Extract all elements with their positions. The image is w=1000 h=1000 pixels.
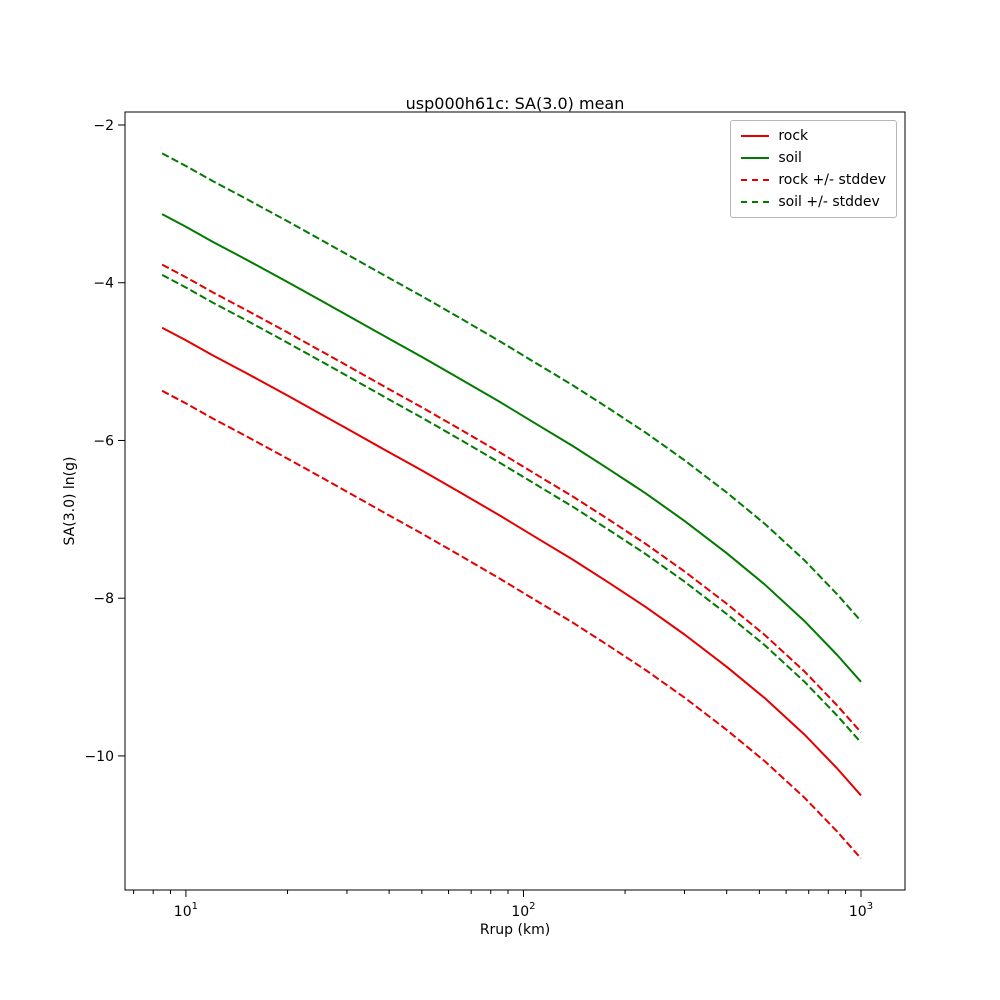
legend-line-sample-rock	[741, 135, 770, 137]
legend-line-sample-rock-stddev	[741, 179, 770, 181]
series-soil	[161, 213, 862, 683]
series-rock-stddev	[161, 263, 862, 733]
axis-ticks	[118, 124, 862, 897]
series-soil-stddev	[161, 152, 862, 622]
legend-line-sample-soil	[741, 157, 770, 159]
y-axis-label: SA(3.0) ln(g)	[62, 456, 78, 546]
legend-label: soil +/- stddev	[778, 194, 880, 210]
legend-label: rock +/- stddev	[778, 172, 886, 188]
chart-title: usp000h61c: SA(3.0) mean	[405, 94, 625, 113]
legend-item-soil: soil	[741, 150, 886, 166]
series-rock	[161, 326, 862, 797]
legend-item-rock-stddev: rock +/- stddev	[741, 172, 886, 188]
x-tick-label: 102	[511, 901, 535, 920]
y-tick-label: −8	[93, 591, 114, 607]
legend: rock soil rock +/- stddev soil +/- stdde…	[730, 120, 897, 218]
legend-line-sample-soil-stddev	[741, 201, 770, 203]
plot-border	[124, 111, 906, 891]
tick-labels: −2 −4 −6 −8 −10 101 102 103	[84, 118, 873, 920]
y-tick-label: −10	[84, 749, 114, 765]
chart-curves	[161, 152, 862, 860]
y-tick-label: −2	[93, 118, 114, 134]
legend-item-soil-stddev: soil +/- stddev	[741, 194, 886, 210]
x-tick-label: 103	[849, 901, 873, 920]
series-rock-stddev	[161, 389, 862, 860]
series-soil-stddev	[161, 274, 862, 744]
y-tick-label: −6	[93, 433, 114, 449]
legend-label: soil	[778, 150, 802, 166]
legend-item-rock: rock	[741, 128, 886, 144]
x-tick-label: 101	[174, 901, 198, 920]
x-axis-label: Rrup (km)	[479, 922, 551, 938]
legend-label: rock	[778, 128, 809, 144]
y-tick-label: −4	[93, 276, 114, 292]
